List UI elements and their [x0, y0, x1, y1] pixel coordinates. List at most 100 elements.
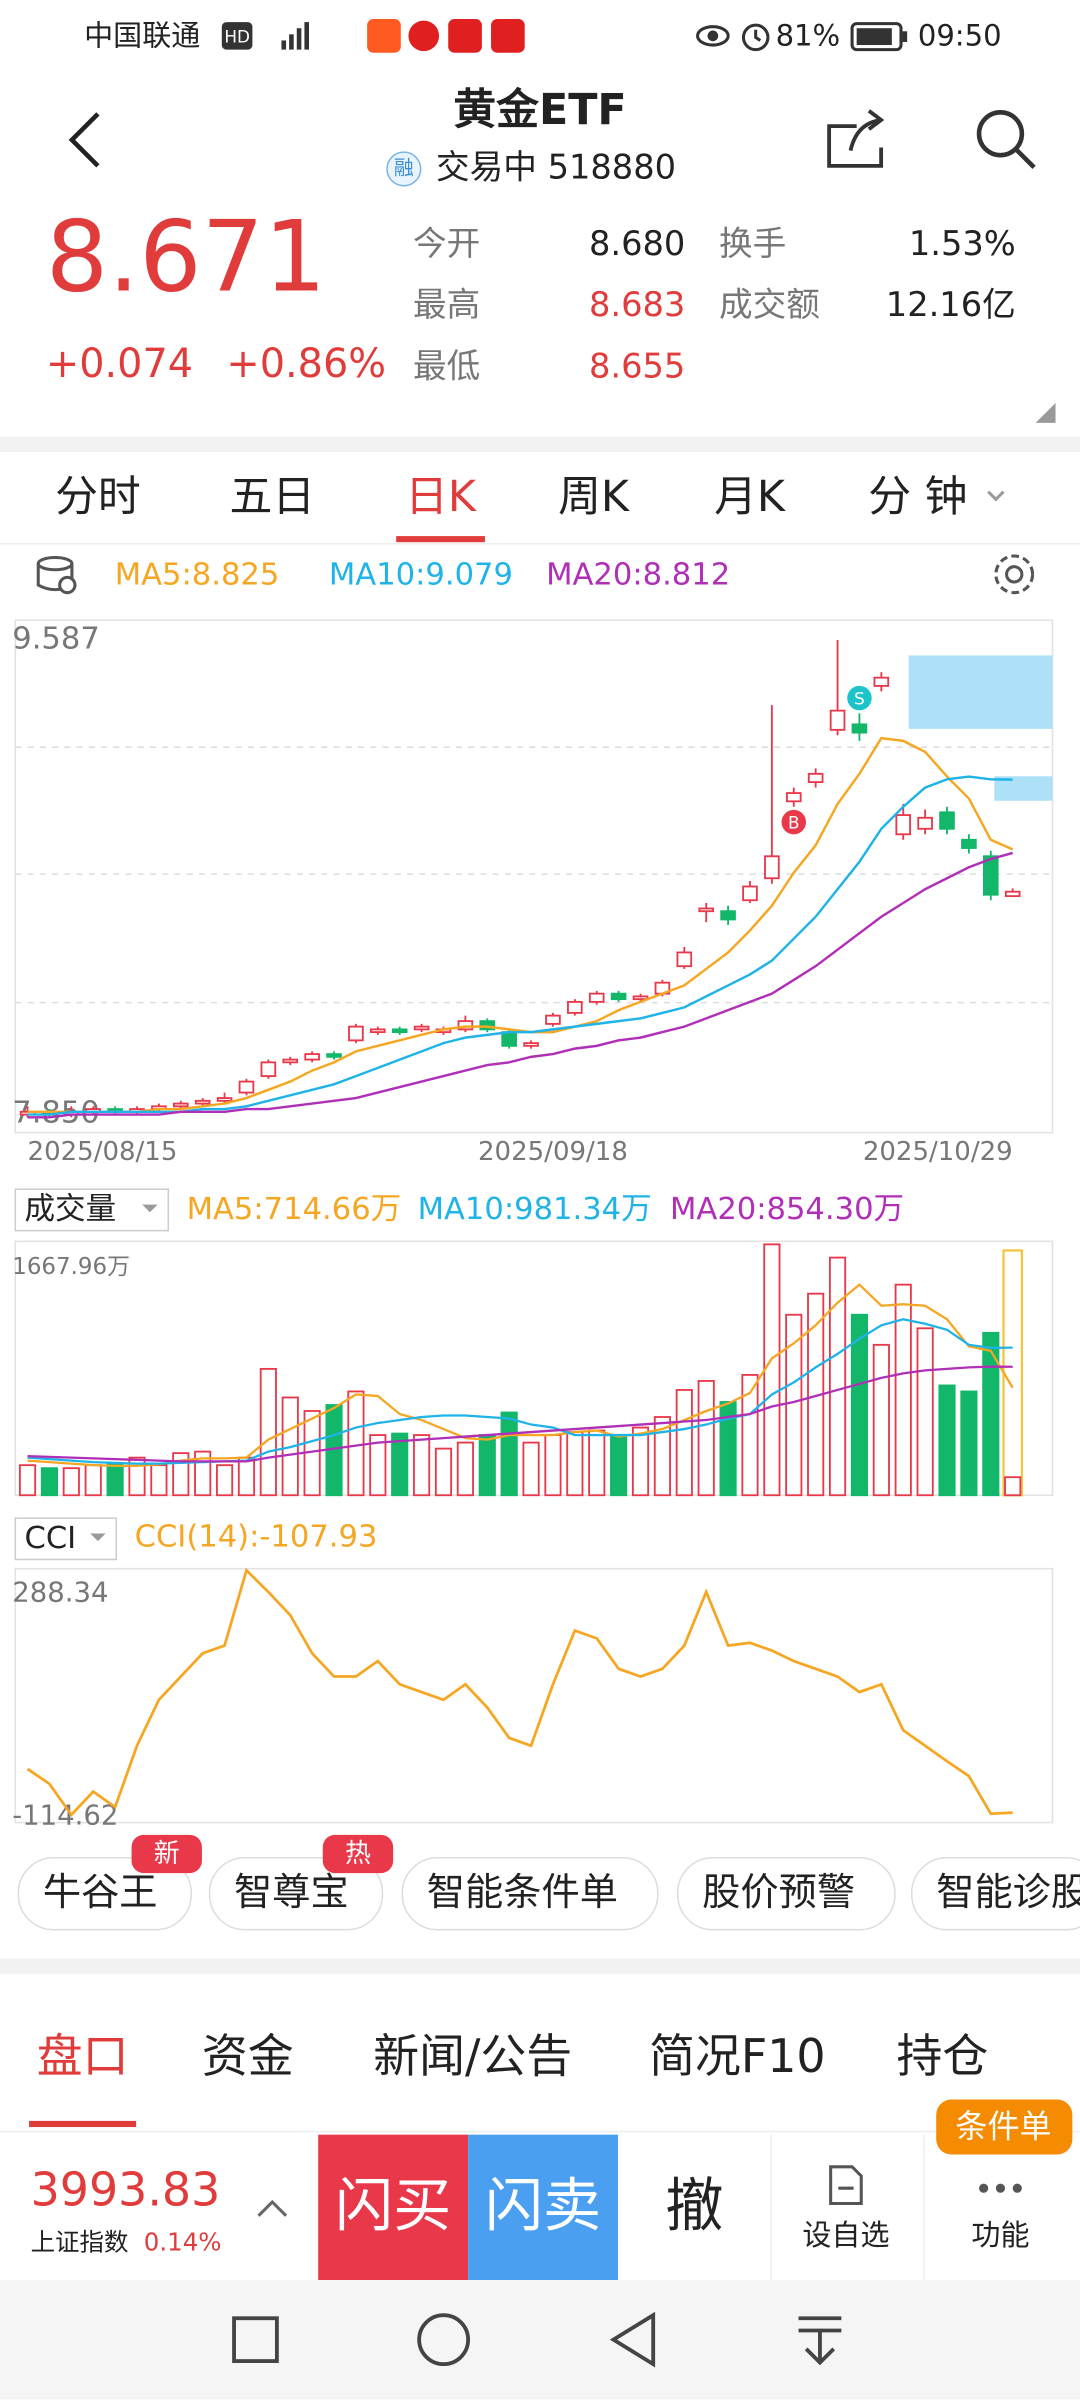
volume-bar	[719, 1401, 737, 1497]
volume-ma-line	[27, 1365, 1013, 1463]
cci-line	[26, 1567, 1013, 1818]
volume-bar	[40, 1467, 58, 1497]
watch-button[interactable]: 设自选	[802, 2218, 889, 2252]
clock: 09:50	[918, 18, 1002, 52]
feature-chip[interactable]	[676, 1857, 896, 1931]
nav-menu[interactable]	[798, 2316, 842, 2366]
index-value: 3993.83	[31, 2162, 221, 2216]
cci-selector[interactable]: CCI	[24, 1521, 76, 1556]
share-button[interactable]	[827, 109, 885, 168]
feature-chip-label[interactable]: 智能诊股	[936, 1871, 1080, 1915]
volume-bar	[434, 1447, 453, 1497]
search-button[interactable]	[976, 110, 1036, 170]
candle-body	[785, 792, 802, 803]
volume-bar	[347, 1390, 365, 1497]
stat-value: 12.16亿	[886, 285, 1016, 324]
volume-bar	[894, 1283, 912, 1497]
candle-body	[807, 772, 824, 783]
chip-badge: 热	[345, 1839, 371, 1869]
volume-ma-legend: MA10:981.34万	[418, 1192, 652, 1227]
volume-bar	[413, 1434, 431, 1497]
chip-badge: 新	[154, 1839, 180, 1869]
feature-chip[interactable]	[17, 1857, 192, 1931]
feature-chip[interactable]	[910, 1857, 1080, 1931]
buy-button[interactable]: 闪买	[335, 2172, 451, 2240]
active-tab-indicator	[29, 2120, 137, 2128]
feature-chip-label[interactable]: 牛谷王	[43, 1871, 158, 1915]
volume-bar	[588, 1429, 606, 1497]
expand-index[interactable]	[257, 2199, 288, 2217]
volume-bar	[631, 1426, 650, 1497]
volume-bar	[566, 1431, 584, 1497]
detail-tab[interactable]: 简况F10	[649, 2029, 826, 2083]
candle-body	[698, 907, 714, 913]
nav-home[interactable]	[417, 2313, 471, 2367]
detail-tab[interactable]: 资金	[202, 2029, 294, 2083]
feature-chip[interactable]	[401, 1857, 659, 1931]
ma-legend: MA5:8.825	[115, 557, 280, 592]
feature-chip-label[interactable]: 智能条件单	[427, 1871, 618, 1915]
candle-body	[610, 992, 627, 1001]
volume-bar	[916, 1327, 934, 1497]
nav-back[interactable]	[609, 2311, 656, 2368]
chart-icon[interactable]	[36, 555, 77, 595]
volume-bar	[872, 1343, 890, 1497]
cancel-button[interactable]: 撤	[665, 2172, 723, 2240]
detail-tab[interactable]: 新闻/公告	[373, 2029, 572, 2083]
candle-body	[545, 1014, 561, 1025]
candle-body	[479, 1020, 496, 1031]
margin-badge: 融	[394, 156, 414, 179]
buy-button-bg[interactable]	[318, 2134, 469, 2280]
more-button[interactable]: 功能	[971, 2218, 1029, 2252]
sell-button[interactable]: 闪卖	[485, 2172, 601, 2240]
candle-body	[829, 709, 846, 731]
sell-button-bg[interactable]	[468, 2134, 619, 2280]
detail-tab[interactable]: 持仓	[896, 2029, 988, 2083]
active-tab-indicator	[396, 536, 485, 543]
volume-bar	[960, 1390, 978, 1497]
feature-chip-label[interactable]: 股价预警	[702, 1871, 855, 1915]
settings-button[interactable]	[994, 554, 1035, 595]
period-tab[interactable]: 周K	[558, 472, 630, 522]
expand-corner[interactable]	[1035, 403, 1056, 423]
condition-badge: 条件单	[955, 2108, 1051, 2146]
x-tick-label: 2025/09/18	[478, 1137, 628, 1167]
alarm-icon	[741, 23, 770, 52]
period-tab[interactable]: 分 钟	[868, 472, 967, 522]
volume-bar	[500, 1411, 518, 1497]
candle-body	[982, 855, 999, 896]
feature-chip-label[interactable]: 智尊宝	[234, 1871, 349, 1915]
ma-line	[27, 775, 1013, 1116]
watch-icon[interactable]	[829, 2165, 863, 2206]
volume-bar	[62, 1467, 80, 1497]
ma-legend: MA20:8.812	[546, 557, 730, 592]
cci-legend: CCI(14):-107.93	[135, 1520, 378, 1555]
trade-marker-label: B	[788, 813, 800, 833]
candle-body	[391, 1028, 408, 1034]
app-icons	[367, 19, 525, 53]
period-tab[interactable]: 五日	[229, 472, 315, 522]
more-icon[interactable]	[979, 2183, 1022, 2193]
volume-bar	[391, 1432, 409, 1497]
period-tab[interactable]: 日K	[405, 472, 477, 522]
stat-label: 今开	[413, 224, 480, 263]
nav-recent[interactable]	[232, 2316, 279, 2363]
period-tab[interactable]: 分时	[55, 472, 141, 522]
volume-bar	[237, 1456, 256, 1497]
chip-badge-bg	[131, 1834, 202, 1874]
feature-chip[interactable]	[208, 1857, 384, 1931]
volume-selector-box[interactable]	[14, 1188, 170, 1232]
back-button[interactable]	[68, 112, 100, 168]
index-change: 0.14%	[144, 2227, 222, 2256]
period-tab[interactable]: 月K	[714, 472, 786, 522]
detail-tab[interactable]: 盘口	[37, 2029, 129, 2083]
stat-label: 最低	[413, 346, 480, 385]
k-plot-frame	[14, 619, 1054, 1134]
volume-selector[interactable]: 成交量	[24, 1192, 116, 1227]
stat-value: 8.680	[589, 224, 685, 263]
volume-bar	[369, 1434, 387, 1497]
y-tick-label: 1667.96万	[12, 1254, 130, 1280]
volume-bar	[259, 1367, 277, 1497]
battery-level: 81%	[776, 18, 841, 52]
carrier: 中国联通	[84, 18, 200, 52]
